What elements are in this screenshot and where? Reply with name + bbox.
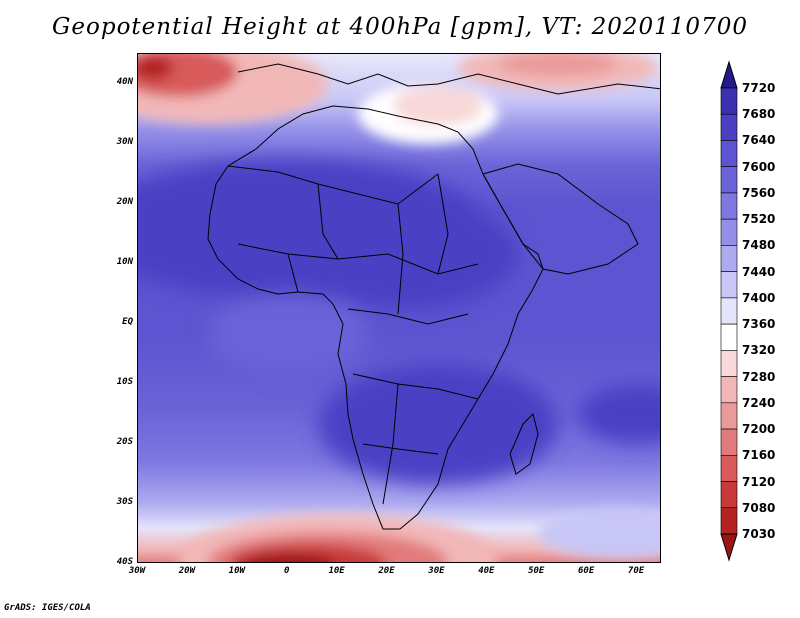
country-border-8 — [437, 173, 449, 275]
lat-label: 30S — [116, 497, 133, 507]
lon-label: 20E — [378, 566, 395, 576]
country-border-7 — [397, 203, 404, 315]
colorbar-level-label: 7600 — [742, 159, 776, 174]
lon-label: 20W — [178, 566, 196, 576]
colorbar-segment — [720, 481, 738, 509]
lon-label: 40E — [478, 566, 495, 576]
map-panel — [137, 53, 661, 563]
colorbar-level-label: 7320 — [742, 343, 776, 358]
colorbar-level-label: 7480 — [742, 238, 776, 253]
lon-label: 70E — [627, 566, 645, 576]
colorbar-segment — [720, 297, 738, 325]
northern-band — [138, 54, 658, 144]
colorbar-segment — [720, 323, 738, 351]
madagascar-coastline — [509, 413, 539, 475]
colorbar-segment — [720, 507, 738, 535]
colorbar-level-label: 7080 — [742, 500, 776, 515]
country-border-2 — [237, 243, 479, 275]
colorbar-segment — [720, 140, 738, 168]
colorbar-bottom-arrow — [720, 533, 738, 562]
geopotential-field — [138, 54, 660, 562]
colorbar-level-label: 7680 — [742, 107, 776, 122]
colorbar-segment — [720, 87, 738, 115]
colorbar-segment — [720, 271, 738, 299]
country-border-10 — [382, 383, 399, 505]
colorbar-top-arrow — [720, 60, 738, 89]
europe-coastline — [237, 63, 660, 95]
colorbar-level-label: 7200 — [742, 422, 776, 437]
map-title: Geopotential Height at 400hPa [gpm], VT:… — [52, 14, 748, 40]
lat-label: 10S — [116, 377, 133, 387]
colorbar-level-label: 7520 — [742, 212, 776, 227]
lon-label: 50E — [528, 566, 545, 576]
lat-label: 20S — [116, 437, 133, 447]
southern-trough — [178, 509, 660, 562]
colorbar-level-label: 7560 — [742, 185, 776, 200]
lon-label: 30E — [428, 566, 445, 576]
colorbar-segment — [720, 376, 738, 404]
colorbar-level-label: 7640 — [742, 133, 776, 148]
country-border-3 — [347, 308, 469, 325]
colorbar-segment — [720, 245, 738, 272]
colorbar-level-label: 7720 — [742, 81, 776, 95]
lat-label: 40S — [116, 557, 133, 567]
lat-label: 30N — [116, 137, 133, 147]
lon-label: 0 — [283, 566, 290, 576]
africa-coastline — [207, 105, 544, 530]
country-border-6 — [317, 183, 339, 260]
colorbar-level-label: 7160 — [742, 448, 776, 463]
colorbar-segment — [720, 402, 738, 430]
arabia-coastline — [482, 163, 639, 275]
colorbar-segment — [720, 218, 738, 246]
lat-label: 20N — [116, 197, 133, 207]
colorbar-segment — [720, 454, 738, 482]
lon-label: 30W — [128, 566, 146, 576]
lon-label: 10W — [228, 566, 245, 576]
country-border-4 — [352, 373, 479, 400]
colorbar-segment — [720, 428, 738, 456]
colorbar-level-label: 7120 — [742, 474, 776, 489]
colorbar-segment — [720, 350, 738, 377]
lon-label: 10E — [328, 566, 345, 576]
lat-label: 10N — [116, 257, 133, 267]
colorbar-segment — [720, 166, 738, 194]
colorbar-level-label: 7030 — [742, 527, 776, 541]
country-border-5 — [362, 443, 439, 455]
colorbar-level-label: 7400 — [742, 290, 776, 305]
lat-label: 40N — [116, 77, 133, 87]
colorbar-segment — [720, 113, 738, 141]
colorbar-segment — [720, 192, 738, 220]
colorbar-level-label: 7280 — [742, 369, 776, 384]
lat-label: EQ — [122, 317, 133, 327]
lon-label: 60E — [578, 566, 595, 576]
colorbar-level-label: 7360 — [742, 317, 776, 332]
colorbar-level-label: 7440 — [742, 264, 776, 279]
tropical-core — [138, 159, 660, 484]
country-border-9 — [287, 253, 299, 293]
country-border-1 — [227, 165, 439, 205]
credit-text: GrADS: IGES/COLA — [4, 603, 91, 613]
coastlines — [207, 63, 660, 530]
colorbar-level-label: 7240 — [742, 395, 776, 410]
